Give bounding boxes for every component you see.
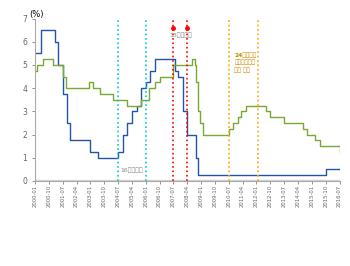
한국은행기준금리 <box>171 63 175 66</box>
FRB금리 <box>199 173 203 177</box>
FRB금리 <box>171 57 175 61</box>
FRB금리 <box>162 57 166 61</box>
FRB금리 <box>144 81 148 84</box>
FRB금리 <box>328 168 332 171</box>
FRB금리 <box>185 133 189 136</box>
FRB금리 <box>153 57 157 61</box>
FRB금리 <box>42 29 46 32</box>
한국은행기준금리 <box>337 150 342 153</box>
FRB금리 <box>323 168 328 171</box>
Text: 16개월시차: 16개월시차 <box>120 167 143 173</box>
Text: (%): (%) <box>29 10 44 19</box>
Text: 13개월시차: 13개월시차 <box>169 33 192 38</box>
Line: FRB금리: FRB금리 <box>35 30 340 175</box>
FRB금리 <box>161 57 165 61</box>
FRB금리 <box>53 40 57 43</box>
FRB금리 <box>190 133 194 136</box>
FRB금리 <box>125 121 130 124</box>
FRB금리 <box>56 63 60 66</box>
FRB금리 <box>196 173 200 177</box>
한국은행기준금리 <box>33 69 37 72</box>
한국은행기준금리 <box>201 133 205 136</box>
한국은행기준금리 <box>111 98 116 101</box>
FRB금리 <box>88 150 92 153</box>
Line: 한국은행기준금리: 한국은행기준금리 <box>35 59 340 152</box>
FRB금리 <box>322 173 326 177</box>
Bar <box>35 180 340 181</box>
FRB금리 <box>148 69 153 72</box>
FRB금리 <box>70 139 74 142</box>
FRB금리 <box>51 29 56 32</box>
한국은행기준금리 <box>107 92 111 95</box>
FRB금리 <box>87 139 91 142</box>
FRB금리 <box>194 156 198 159</box>
FRB금리 <box>96 156 100 159</box>
FRB금리 <box>33 52 37 55</box>
FRB금리 <box>181 110 185 113</box>
FRB금리 <box>176 75 180 78</box>
FRB금리 <box>139 86 143 90</box>
FRB금리 <box>173 69 177 72</box>
FRB금리 <box>61 92 65 95</box>
FRB금리 <box>130 110 134 113</box>
FRB금리 <box>105 156 110 159</box>
FRB금리 <box>116 150 120 153</box>
FRB금리 <box>114 156 119 159</box>
FRB금리 <box>337 168 342 171</box>
FRB금리 <box>68 139 72 142</box>
한국은행기준금리 <box>41 57 45 61</box>
FRB금리 <box>120 133 125 136</box>
한국은행기준금리 <box>204 133 208 136</box>
한국은행기준금리 <box>310 133 314 136</box>
FRB금리 <box>39 29 43 32</box>
FRB금리 <box>134 104 139 107</box>
Legend: FRB금리, 한국은행기준금리: FRB금리, 한국은행기준금리 <box>125 263 250 266</box>
FRB금리 <box>65 121 69 124</box>
Text: 24개월동안
국내물가상승
반영 안성: 24개월동안 국내물가상승 반영 안성 <box>234 52 257 73</box>
FRB금리 <box>107 156 111 159</box>
